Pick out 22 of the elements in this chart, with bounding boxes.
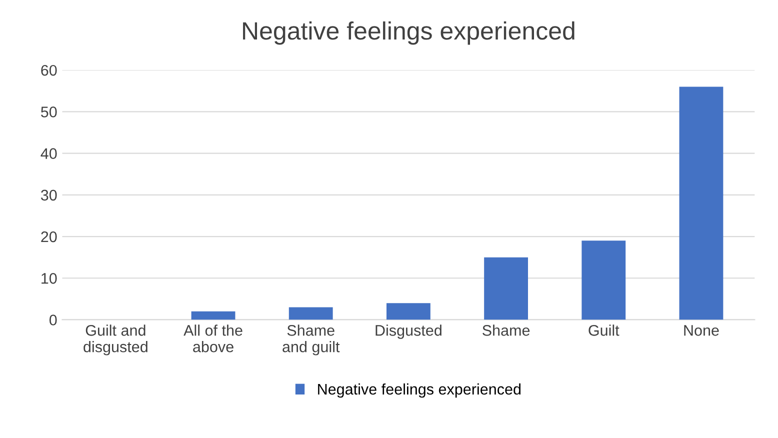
y-tick-label: 50 — [41, 106, 57, 118]
x-tick-label: Shame — [482, 324, 530, 336]
bar — [679, 86, 724, 320]
legend-label: Negative feelings experienced — [318, 383, 521, 398]
x-tick-label: Shame and guilt — [282, 324, 340, 356]
bar — [288, 307, 333, 320]
y-tick-label: 0 — [49, 314, 57, 326]
y-tick-label: 10 — [42, 273, 57, 284]
y-tick-label: 20 — [41, 231, 57, 242]
bar — [484, 257, 528, 320]
x-tick-label: All of the above — [184, 324, 242, 352]
x-tick-label: Disgusted — [376, 324, 442, 339]
y-tick-label: 40 — [40, 148, 57, 159]
chart-title: Negative feelings experienced — [243, 21, 574, 45]
x-tick-label: None — [684, 325, 719, 336]
bar — [386, 303, 430, 320]
bar — [191, 311, 236, 320]
y-tick-label: 30 — [40, 190, 57, 201]
x-tick-label: Guilt and disgusted — [84, 324, 148, 356]
x-tick-label: Guilt — [588, 324, 620, 336]
bar — [582, 240, 626, 320]
y-tick-label: 60 — [41, 64, 57, 76]
